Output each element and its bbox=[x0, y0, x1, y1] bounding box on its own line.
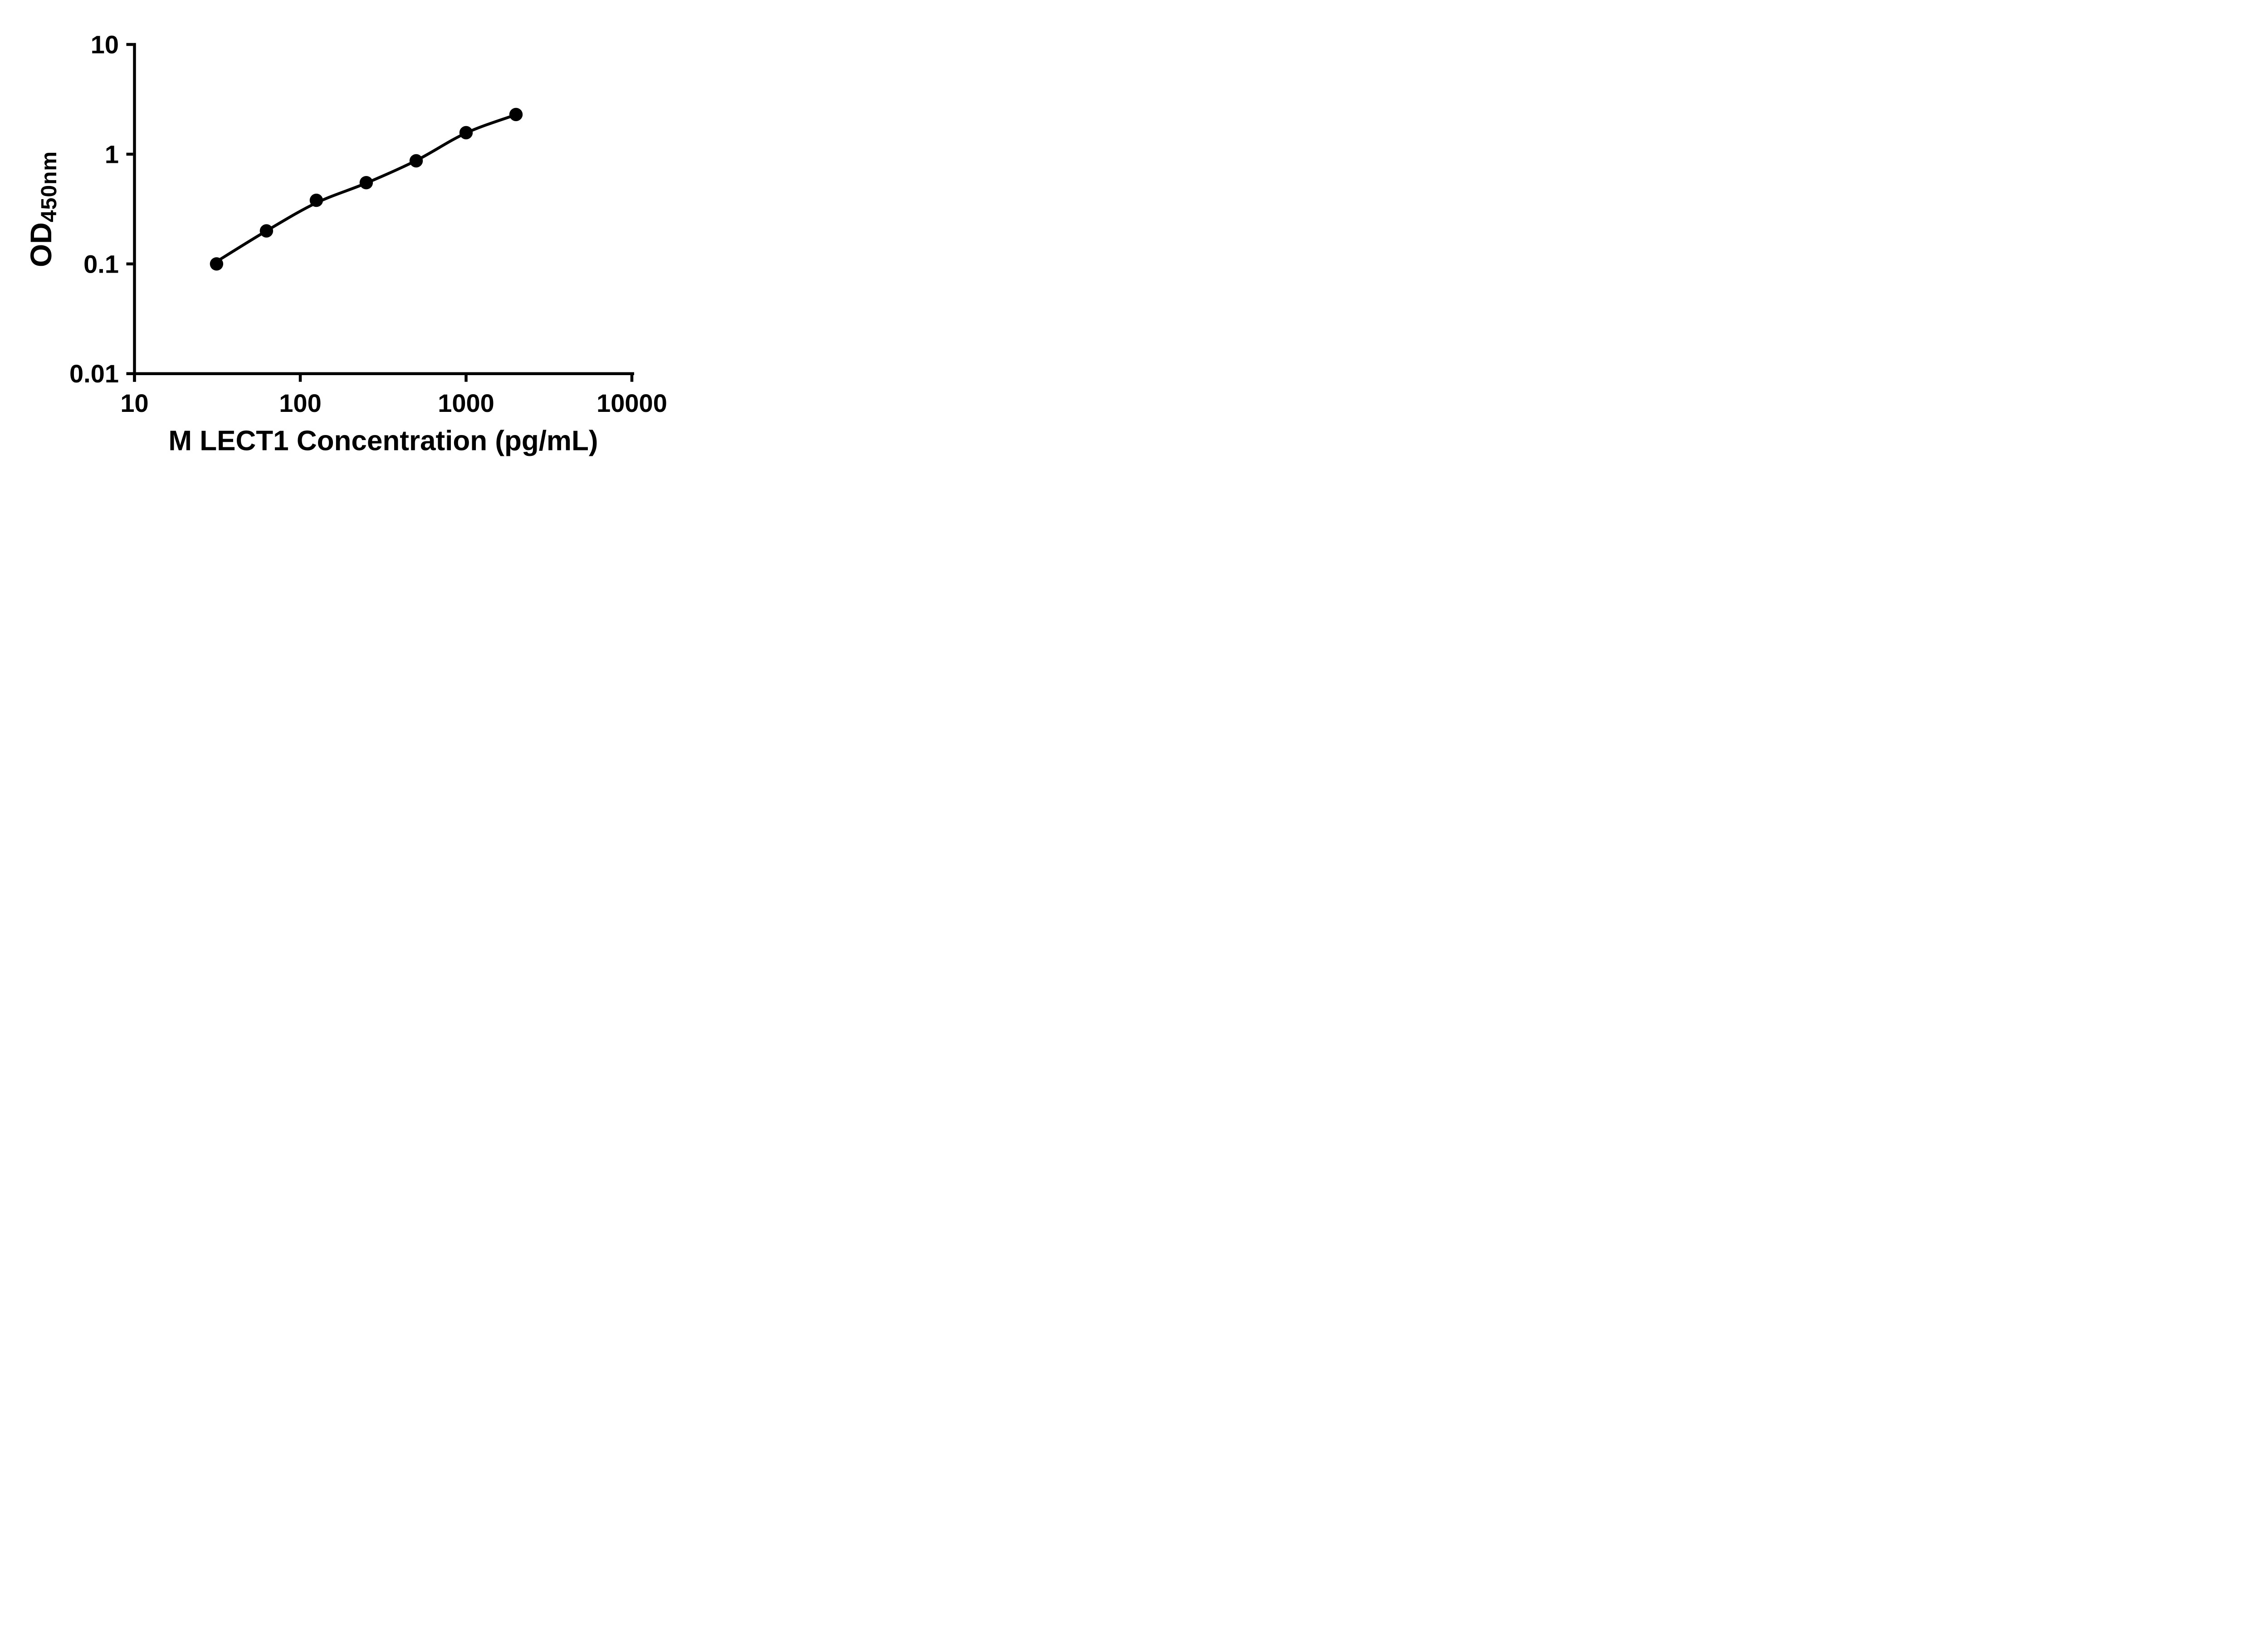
x-tick-label-100: 100 bbox=[279, 389, 321, 417]
y-axis-title: OD450nm bbox=[24, 151, 61, 268]
y-tick-label-0.01: 0.01 bbox=[69, 359, 119, 388]
y-tick-label-1: 1 bbox=[105, 140, 119, 168]
y-axis-title-main: OD bbox=[24, 222, 58, 268]
data-point-500 bbox=[409, 154, 423, 168]
data-point-125 bbox=[309, 193, 323, 207]
data-point-31.25 bbox=[210, 257, 224, 271]
data-point-62.5 bbox=[259, 224, 274, 238]
x-tick-label-10000: 10000 bbox=[596, 389, 667, 417]
x-axis-title: M LECT1 Concentration (pg/mL) bbox=[168, 425, 598, 457]
y-tick-label-0.1: 0.1 bbox=[83, 249, 119, 278]
data-point-2000 bbox=[509, 108, 523, 122]
x-tick-label-10: 10 bbox=[120, 389, 148, 417]
data-point-250 bbox=[359, 176, 373, 190]
y-axis-title-subscript: 450nm bbox=[37, 151, 61, 223]
data-point-1000 bbox=[459, 126, 473, 140]
y-tick-label-10: 10 bbox=[91, 30, 119, 59]
elisa-standard-curve-figure: 10 1 0.1 0.01 10 100 1000 10000 OD450nm M LECT1… bbox=[0, 0, 700, 490]
x-tick-label-1000: 1000 bbox=[438, 389, 494, 417]
